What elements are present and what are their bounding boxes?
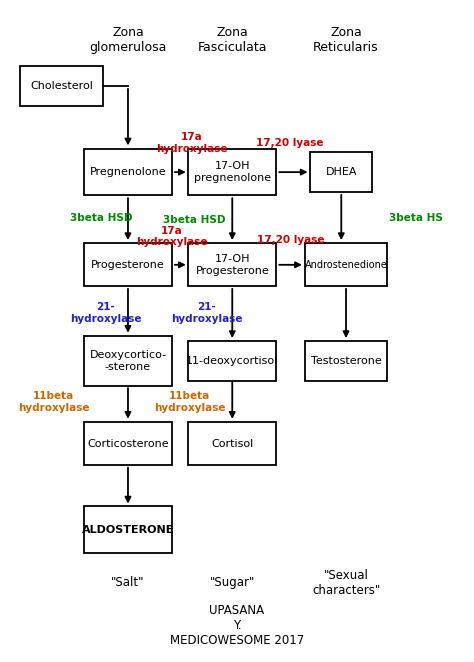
Text: 17a
hydroxylase: 17a hydroxylase <box>137 226 208 247</box>
FancyBboxPatch shape <box>188 341 276 381</box>
FancyBboxPatch shape <box>84 506 172 553</box>
FancyBboxPatch shape <box>84 243 172 286</box>
Text: Cholesterol: Cholesterol <box>30 81 93 91</box>
Text: 11beta
hydroxylase: 11beta hydroxylase <box>154 391 225 412</box>
Text: "Sexual
characters": "Sexual characters" <box>312 569 380 596</box>
FancyBboxPatch shape <box>304 341 387 381</box>
FancyBboxPatch shape <box>304 243 387 286</box>
Text: 17-OH
pregnenolone: 17-OH pregnenolone <box>194 162 271 183</box>
Text: 17a
hydroxylase: 17a hydroxylase <box>156 132 228 154</box>
Text: Corticosterone: Corticosterone <box>87 438 169 449</box>
FancyBboxPatch shape <box>20 66 103 106</box>
FancyBboxPatch shape <box>84 422 172 465</box>
Text: "Salt": "Salt" <box>111 576 145 589</box>
Text: DHEA: DHEA <box>326 167 357 177</box>
FancyBboxPatch shape <box>310 152 372 192</box>
Text: 3beta HSD: 3beta HSD <box>70 213 133 224</box>
Text: Zona
Fasciculata: Zona Fasciculata <box>198 26 267 54</box>
Text: 11-deoxycortisol: 11-deoxycortisol <box>186 355 278 366</box>
Text: 17,20 lyase: 17,20 lyase <box>257 234 325 245</box>
Text: UPASANA
Y.
MEDICOWESOME 2017: UPASANA Y. MEDICOWESOME 2017 <box>170 604 304 647</box>
Text: 17,20 lyase: 17,20 lyase <box>256 138 324 148</box>
Text: 21-
hydroxylase: 21- hydroxylase <box>171 303 242 324</box>
FancyBboxPatch shape <box>84 149 172 195</box>
Text: Cortisol: Cortisol <box>211 438 254 449</box>
Text: "Sugar": "Sugar" <box>210 576 255 589</box>
Text: ALDOSTERONE: ALDOSTERONE <box>82 524 174 535</box>
FancyBboxPatch shape <box>188 243 276 286</box>
Text: Zona
glomerulosa: Zona glomerulosa <box>89 26 167 54</box>
Text: Pregnenolone: Pregnenolone <box>90 167 166 177</box>
Text: 11beta
hydroxylase: 11beta hydroxylase <box>18 391 90 412</box>
Text: 3beta HSD: 3beta HSD <box>163 214 226 225</box>
Text: Zona
Reticularis: Zona Reticularis <box>313 26 379 54</box>
Text: 17-OH
Progesterone: 17-OH Progesterone <box>195 254 269 275</box>
Text: Androstenedione: Androstenedione <box>305 260 387 270</box>
Text: Testosterone: Testosterone <box>310 355 382 366</box>
FancyBboxPatch shape <box>188 422 276 465</box>
Text: 21-
hydroxylase: 21- hydroxylase <box>70 303 142 324</box>
FancyBboxPatch shape <box>188 149 276 195</box>
Text: 3beta HS: 3beta HS <box>389 213 443 224</box>
Text: Progesterone: Progesterone <box>91 260 165 270</box>
FancyBboxPatch shape <box>84 336 172 385</box>
Text: Deoxycortico-
-sterone: Deoxycortico- -sterone <box>90 350 166 371</box>
